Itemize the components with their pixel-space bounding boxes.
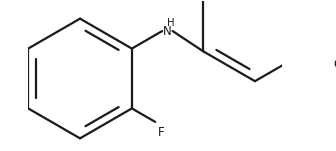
Text: F: F xyxy=(158,126,165,139)
Text: N: N xyxy=(163,25,172,38)
Text: H: H xyxy=(167,18,174,28)
Text: OH: OH xyxy=(333,58,336,71)
